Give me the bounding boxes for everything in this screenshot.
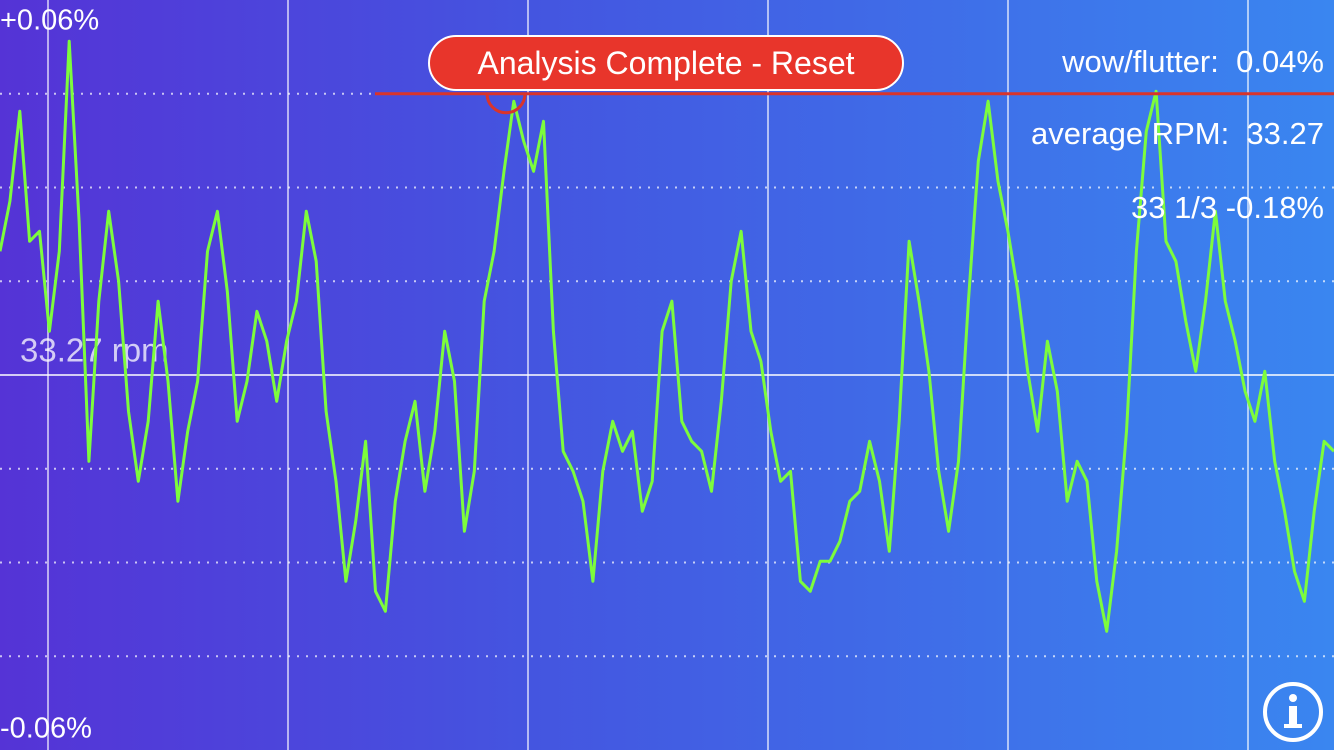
waveform xyxy=(0,39,1334,633)
stat-text: average RPM: 33.27 xyxy=(1031,116,1324,151)
y-tick-label: -0.06% xyxy=(0,713,92,745)
stat-text: wow/flutter: 0.04% xyxy=(1062,44,1324,79)
info-icon[interactable] xyxy=(1262,680,1326,744)
peak-marker xyxy=(485,93,527,115)
reset-button[interactable]: Analysis Complete - Reset xyxy=(428,35,904,91)
y-tick-label: +0.06% xyxy=(0,5,99,37)
stat-text: 33 1/3 -0.18% xyxy=(1130,190,1324,225)
